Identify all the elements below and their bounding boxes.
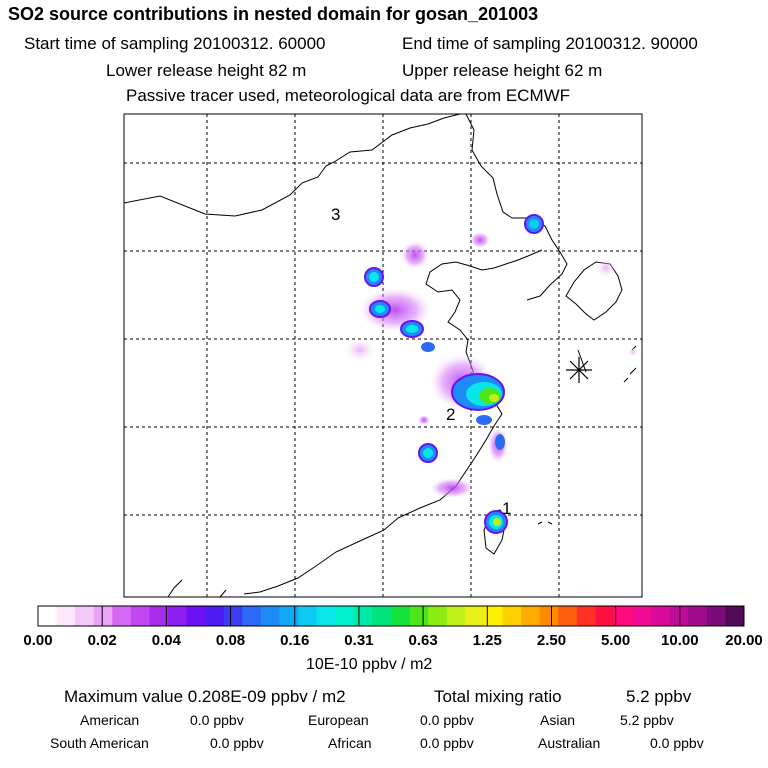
chart-title: SO2 source contributions in nested domai…	[8, 4, 539, 24]
region-value-south-american: 0.0 ppbv	[210, 735, 264, 751]
colorbar-tick-label: 0.00	[23, 632, 53, 649]
colorbar-cell	[38, 606, 58, 626]
colorbar-tick-label: 20.00	[725, 632, 763, 649]
region-name-south-american: South American	[50, 735, 149, 751]
colorbar-cell	[112, 606, 132, 626]
colorbar-cell	[651, 606, 671, 626]
colorbar-cell	[168, 606, 188, 626]
colorbar-cell	[521, 606, 541, 626]
colorbar-cell	[279, 606, 299, 626]
colorbar-cell	[335, 606, 355, 626]
colorbar-cell	[130, 606, 150, 626]
region-name-asian: Asian	[540, 712, 576, 728]
colorbar-cell	[483, 606, 503, 626]
colorbar-cell	[688, 606, 708, 626]
concentration-field	[344, 214, 638, 534]
region-value-asian: 5.2 ppbv	[620, 712, 674, 728]
lower-height-label: Lower release height 82 m	[106, 61, 307, 80]
colorbar-cell	[205, 606, 225, 626]
colorbar-tick-label: 0.04	[151, 632, 181, 649]
region-value-african: 0.0 ppbv	[420, 735, 474, 751]
region-name-australian: Australian	[538, 735, 601, 751]
region-value-european: 0.0 ppbv	[420, 712, 474, 728]
colorbar-tick-label: 0.08	[215, 632, 246, 649]
site-label-3: 3	[331, 205, 340, 224]
colorbar-cell	[56, 606, 76, 626]
map-plot: 3 2 1	[123, 113, 643, 598]
colorbar-tick-label: 2.50	[536, 632, 567, 649]
site-label-1: 1	[502, 499, 511, 518]
colorbar-cell	[576, 606, 596, 626]
colorbar-cell	[502, 606, 522, 626]
colorbar-cell	[669, 606, 689, 626]
colorbar-tick-label: 0.63	[408, 632, 438, 649]
colorbar-tick-label: 0.31	[344, 632, 374, 649]
colorbar-cell	[446, 606, 466, 626]
colorbar-cell	[223, 606, 243, 626]
colorbar-cell	[558, 606, 578, 626]
total-mixing-label: Total mixing ratio	[434, 687, 562, 706]
colorbar-cell	[632, 606, 652, 626]
colorbar-tick-label: 0.02	[87, 632, 117, 649]
colorbar-cell	[595, 606, 615, 626]
region-value-american: 0.0 ppbv	[190, 712, 244, 728]
colorbar-cell	[298, 606, 318, 626]
colorbar-cell	[93, 606, 113, 626]
colorbar-cell	[75, 606, 95, 626]
tracer-label: Passive tracer used, meteorological data…	[126, 86, 571, 105]
site-label-2: 2	[446, 405, 455, 424]
total-mixing-value: 5.2 ppbv	[626, 687, 692, 706]
colorbar	[37, 605, 745, 627]
colorbar-cell	[613, 606, 634, 626]
colorbar-tick-label: 1.25	[472, 632, 502, 649]
colorbar-cell	[260, 606, 281, 626]
colorbar-cell	[186, 606, 206, 626]
colorbar-cell	[465, 606, 485, 626]
gridlines	[124, 114, 642, 597]
colorbar-cell	[428, 606, 448, 626]
colorbar-cell	[539, 606, 559, 626]
colorbar-tick-label: 0.16	[280, 632, 310, 649]
region-name-african: African	[328, 735, 372, 751]
region-name-european: European	[308, 712, 369, 728]
colorbar-cell	[316, 606, 336, 626]
end-time-label: End time of sampling 20100312. 90000	[402, 34, 698, 53]
colorbar-cell	[706, 606, 726, 626]
colorbar-cell	[372, 606, 392, 626]
colorbar-cell	[242, 606, 262, 626]
colorbar-cell	[725, 606, 745, 626]
colorbar-units: 10E-10 ppbv / m2	[306, 656, 433, 673]
region-value-australian: 0.0 ppbv	[650, 735, 704, 751]
colorbar-tick-label: 10.00	[661, 632, 699, 649]
colorbar-cell	[149, 606, 169, 626]
upper-height-label: Upper release height 62 m	[402, 61, 603, 80]
region-name-american: American	[80, 712, 140, 728]
start-time-label: Start time of sampling 20100312. 60000	[24, 34, 326, 53]
colorbar-cell	[391, 606, 411, 626]
receptor-star	[566, 357, 592, 383]
colorbar-cell	[353, 606, 373, 626]
colorbar-cell	[409, 606, 429, 626]
colorbar-tick-label: 5.00	[601, 632, 631, 649]
maximum-value-label: Maximum value 0.208E-09 ppbv / m2	[64, 687, 346, 706]
